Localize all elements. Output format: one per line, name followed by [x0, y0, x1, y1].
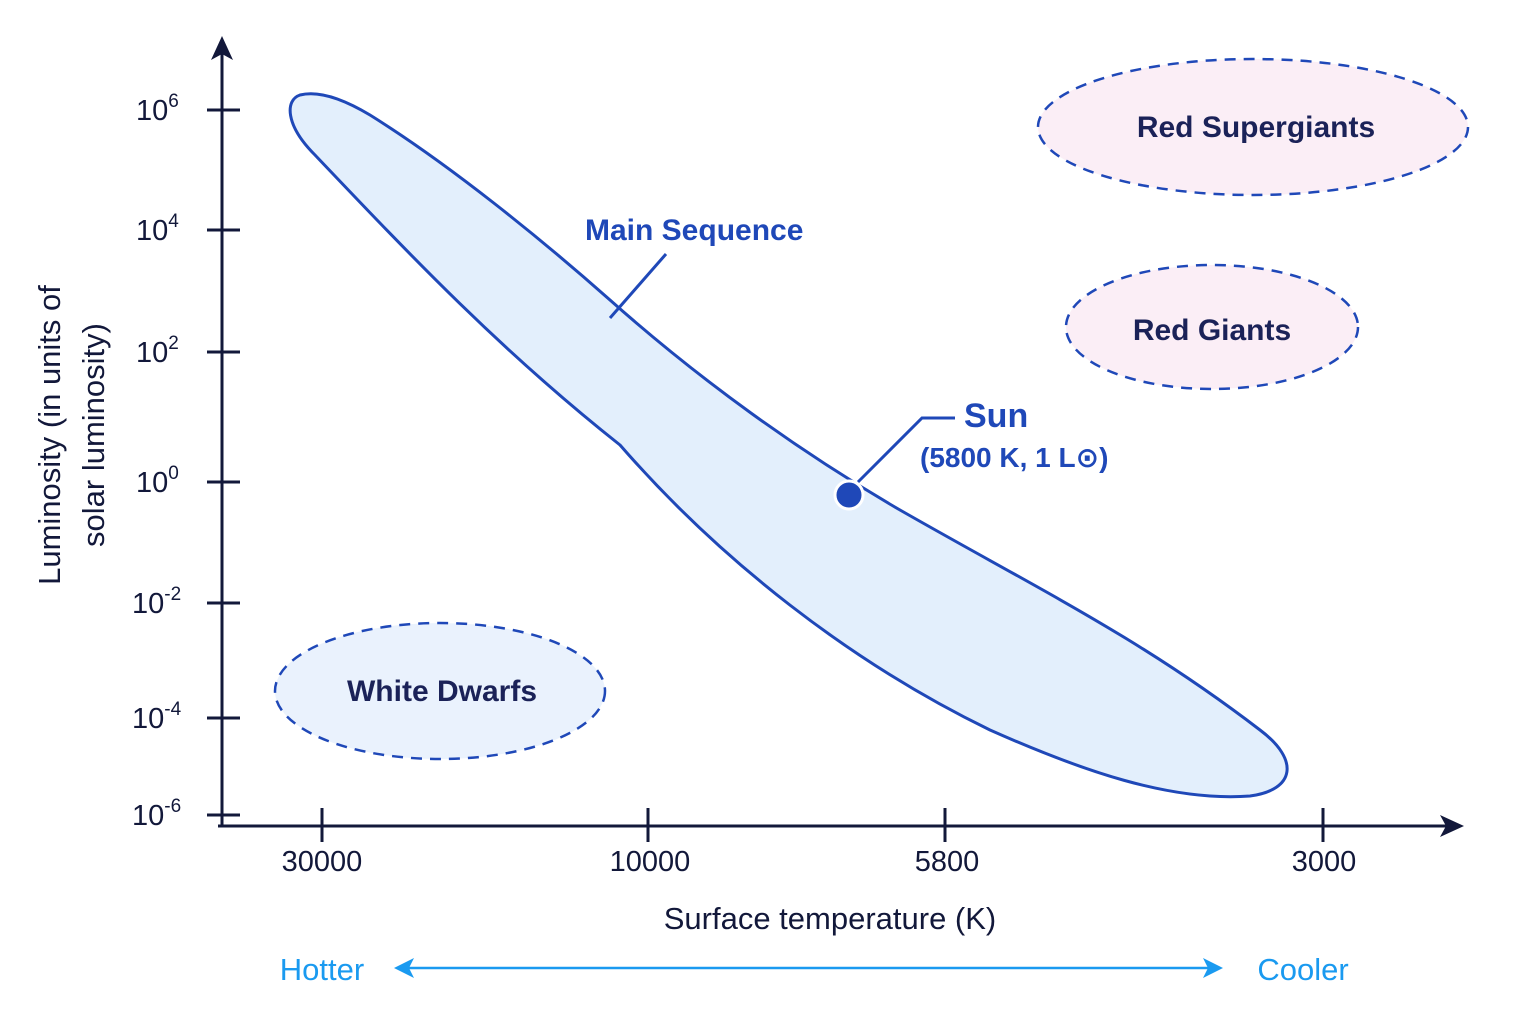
y-tick-label: 104 — [136, 211, 179, 247]
y-tick-label: 102 — [136, 333, 179, 369]
x-tick-label: 5800 — [915, 846, 980, 878]
y-tick-label: 10-6 — [132, 796, 181, 832]
x-tick-label: 10000 — [610, 846, 691, 878]
white-dwarfs-label: White Dwarfs — [347, 675, 537, 708]
sun-detail: (5800 K, 1 L⊙) — [920, 442, 1108, 473]
y-axis-title: Luminosity (in units of solar luminosity… — [32, 285, 111, 585]
cooler-label: Cooler — [1257, 952, 1348, 987]
sun-dot-icon — [835, 481, 863, 509]
hotter-label: Hotter — [280, 952, 364, 987]
y-axis-title-line1: Luminosity (in units of — [32, 285, 67, 585]
y-tick-label: 10-4 — [132, 699, 182, 735]
y-tick-label: 106 — [136, 91, 179, 127]
main-sequence-leader — [610, 254, 666, 318]
sun-label: Sun — [964, 397, 1028, 435]
x-tick-label: 3000 — [1292, 846, 1357, 878]
x-tick-label: 30000 — [282, 846, 363, 878]
main-sequence-label: Main Sequence — [585, 214, 803, 247]
y-tick-label: 10-2 — [132, 584, 181, 620]
red-supergiants-label: Red Supergiants — [1137, 111, 1375, 144]
y-tick-label: 100 — [136, 463, 179, 499]
y-axis-title-line2: solar luminosity) — [76, 323, 111, 547]
x-axis-title: Surface temperature (K) — [664, 901, 997, 936]
red-giants-label: Red Giants — [1133, 314, 1291, 347]
